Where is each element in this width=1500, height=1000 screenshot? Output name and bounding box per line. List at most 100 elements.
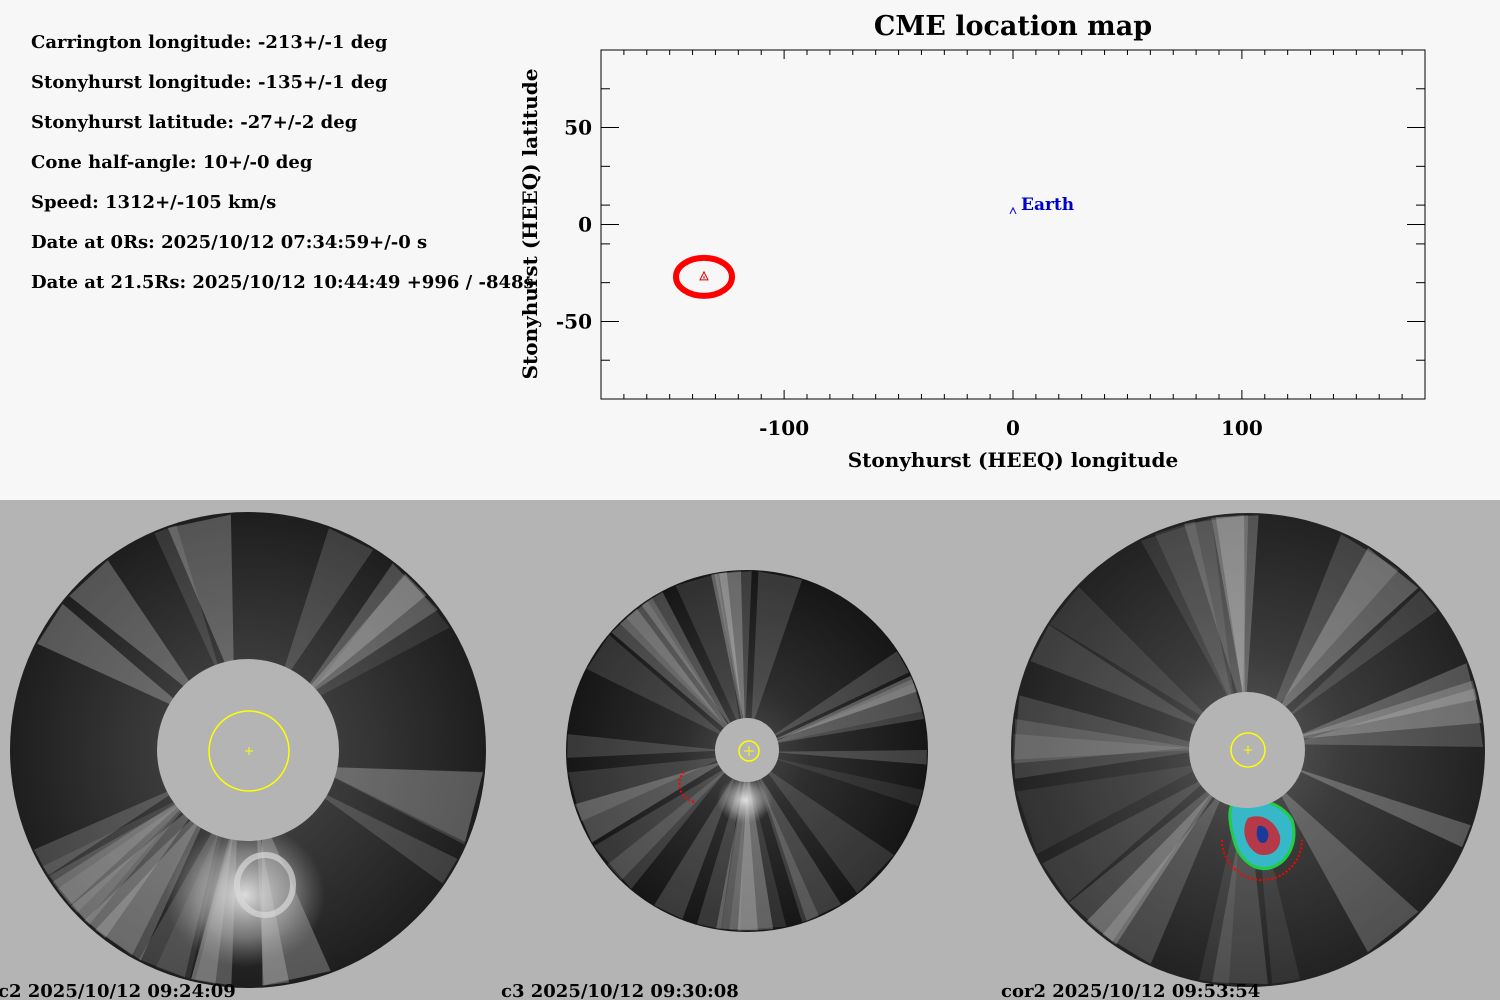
c3-cme-front-marker xyxy=(678,771,697,803)
c2-streamer xyxy=(154,525,220,671)
c2-streamer xyxy=(329,767,483,843)
cor2-streamer xyxy=(1298,769,1471,848)
c2-streamer xyxy=(320,792,458,884)
plot-frame xyxy=(600,49,1426,400)
c3-streamers xyxy=(567,571,927,931)
cor2-streamer xyxy=(1069,789,1213,942)
c3-streamer xyxy=(711,572,743,722)
cor2-streamer xyxy=(1049,586,1206,718)
c2-streamer xyxy=(52,800,182,906)
c2-streamer xyxy=(42,799,184,922)
cme-center-marker xyxy=(699,270,709,281)
cor2-streamer xyxy=(1215,515,1245,696)
cor2-streamer xyxy=(1199,804,1242,985)
c2-streamer xyxy=(306,563,438,694)
c3-streamer xyxy=(626,600,730,728)
top-panel: Carrington longitude: -213+/-1 deg Stony… xyxy=(31,11,1426,472)
c2-image xyxy=(10,512,486,988)
cme-location-map: CME location map -100 0 100 -50 0 50 Stonyhu… xyxy=(518,11,1426,472)
c2-cme-loop xyxy=(234,852,296,918)
c2-streamer xyxy=(37,603,178,707)
c3-streamer xyxy=(594,769,726,889)
cor2-streamer xyxy=(1289,590,1438,716)
earth-marker xyxy=(1009,206,1017,215)
c3-streamer xyxy=(586,635,723,736)
param-stonyhurst-latitude: Stonyhurst latitude: -27+/-2 deg xyxy=(31,112,358,133)
c3-image xyxy=(566,570,928,932)
c3-streamer xyxy=(611,608,728,730)
cor2-streamer xyxy=(1013,733,1194,760)
c2-streamer xyxy=(48,801,186,925)
param-date-21rs: Date at 21.5Rs: 2025/10/12 10:44:49 +996… xyxy=(31,272,534,293)
axis-ticks xyxy=(601,50,1425,399)
c3-streamer xyxy=(575,762,721,843)
param-stonyhurst-longitude: Stonyhurst longitude: -135+/-1 deg xyxy=(31,72,388,93)
param-carrington-longitude: Carrington longitude: -213+/-1 deg xyxy=(31,32,388,53)
earth-label: Earth xyxy=(1021,195,1074,215)
c2-streamer xyxy=(310,573,450,699)
c3-streamer xyxy=(759,777,842,921)
x-tick-label: -100 xyxy=(759,416,809,440)
c3-streamer xyxy=(775,683,923,743)
coronagraph-images xyxy=(10,512,1485,988)
c2-streamers xyxy=(34,514,483,986)
c2-streamer xyxy=(70,810,193,938)
c2-streamer xyxy=(57,803,184,913)
cor2-sun-circle xyxy=(1230,732,1266,768)
x-tick-label: 100 xyxy=(1221,416,1263,440)
c3-streamer xyxy=(607,770,726,881)
cor2-streamers xyxy=(1013,515,1483,985)
cor2-image xyxy=(1011,513,1485,987)
cor2-streamer xyxy=(1184,515,1249,696)
cme-footprint-ellipse xyxy=(673,254,735,299)
c3-streamer xyxy=(714,571,752,722)
cor2-sun-center xyxy=(1244,746,1252,754)
c3-streamer xyxy=(772,651,909,737)
c2-streamer xyxy=(69,560,193,690)
cor2-streamer xyxy=(1030,624,1200,727)
cor2-caption: cor2 2025/10/12 09:53:54 xyxy=(1001,981,1261,1000)
c2-streamer xyxy=(282,528,374,675)
y-tick-labels: -50 0 50 xyxy=(556,116,592,334)
c3-sun-center xyxy=(744,746,754,756)
x-axis-label: Stonyhurst (HEEQ) longitude xyxy=(848,448,1179,472)
y-tick-label: 0 xyxy=(578,213,592,237)
c3-streamer xyxy=(567,734,718,758)
cor2-streamer xyxy=(1016,764,1197,854)
cor2-streamer xyxy=(1212,804,1268,985)
c3-streamer xyxy=(568,757,719,822)
param-speed: Speed: 1312+/-105 km/s xyxy=(31,192,277,213)
cor2-streamer xyxy=(1154,521,1233,699)
c3-occulter xyxy=(715,718,779,782)
cor2-streamer xyxy=(1302,688,1483,747)
map-points: Earth xyxy=(673,195,1074,299)
cor2-streamer xyxy=(1280,547,1419,709)
c3-streamer xyxy=(776,750,927,765)
x-tick-label: 0 xyxy=(1006,416,1020,440)
c3-streamer xyxy=(619,598,730,729)
c3-streamer xyxy=(675,573,740,723)
cor2-cme-core-detail xyxy=(1256,825,1269,844)
c2-cme-feature xyxy=(165,823,325,967)
c3-streamer xyxy=(757,778,819,923)
c3-cme-feature xyxy=(717,776,773,824)
x-tick-labels: -100 0 100 xyxy=(759,416,1263,440)
c3-streamer xyxy=(775,758,923,807)
param-date-0rs: Date at 0Rs: 2025/10/12 07:34:59+/-0 s xyxy=(31,232,428,253)
y-tick-label: -50 xyxy=(556,309,592,333)
cor2-streamer xyxy=(1280,791,1419,953)
cor2-streamer xyxy=(1300,680,1478,737)
cor2-streamer xyxy=(1102,795,1222,964)
c3-streamer xyxy=(767,770,894,894)
c3-streamer xyxy=(654,777,735,920)
c3-caption: c3 2025/10/12 09:30:08 xyxy=(501,981,739,1000)
cor2-streamer xyxy=(1274,534,1399,705)
c2-streamer xyxy=(95,819,204,961)
c3-streamer xyxy=(775,679,925,744)
cor2-streamer xyxy=(1140,517,1234,699)
c2-streamer xyxy=(307,574,427,692)
c2-streamer xyxy=(167,514,234,668)
cor2-streamer xyxy=(1211,515,1259,696)
cme-parameters: Carrington longitude: -213+/-1 deg Stony… xyxy=(31,31,534,311)
c3-streamer xyxy=(774,675,917,741)
